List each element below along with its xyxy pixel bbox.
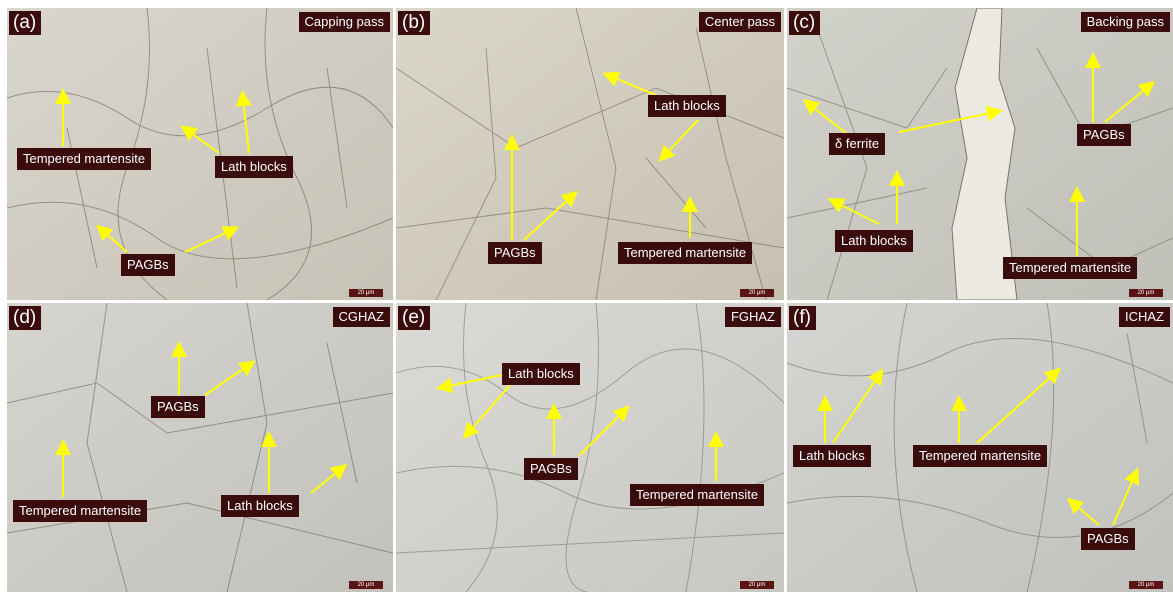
scale-bar: 20 μm [740,289,774,297]
panel-f: (f) ICHAZ Lath blocks Tempered martensit… [787,303,1173,592]
annotation-tempered-martensite: Tempered martensite [1003,257,1138,279]
panel-title: Capping pass [298,12,390,32]
panel-d: (d) CGHAZ PAGBs Tempered martensite Lath… [7,303,393,592]
annotation-tempered-martensite: Tempered martensite [618,242,753,264]
scale-bar: 20 μm [740,581,774,589]
panel-title: CGHAZ [332,307,390,327]
panel-label: (d) [9,306,42,330]
micrograph-d [7,303,393,592]
arrows-f [817,367,1140,526]
annotation-pagbs: PAGBs [488,242,542,264]
panel-title: Backing pass [1080,12,1170,32]
panel-label: (e) [398,306,431,330]
scale-bar: 20 μm [1129,581,1163,589]
annotation-lath-blocks: Lath blocks [835,230,913,252]
panel-title: ICHAZ [1119,307,1170,327]
annotation-tempered-martensite: Tempered martensite [630,484,765,506]
scale-bar: 20 μm [349,581,383,589]
panel-e: (e) FGHAZ Lath blocks PAGBs Tempered mar… [396,303,784,592]
annotation-tempered-martensite: Tempered martensite [913,445,1048,467]
panel-a: (a) Capping pass Tempered martensite Lat… [7,8,393,300]
micrograph-e [396,303,784,592]
scale-bar: 20 μm [349,289,383,297]
panel-label: (b) [398,11,431,35]
annotation-lath-blocks: Lath blocks [221,495,299,517]
annotation-pagbs: PAGBs [1077,124,1131,146]
annotation-pagbs: PAGBs [1081,528,1135,550]
panel-b: (b) Center pass Lath blocks PAGBs Temper… [396,8,784,300]
annotation-tempered-martensite: Tempered martensite [13,500,148,522]
arrows-d [55,341,348,497]
annotation-delta-ferrite: δ ferrite [829,133,886,155]
panel-label: (c) [789,11,821,35]
annotation-lath-blocks: Lath blocks [793,445,871,467]
annotation-pagbs: PAGBs [121,254,175,276]
arrows-a [55,88,252,253]
annotation-lath-blocks: Lath blocks [215,156,293,178]
panel-label: (a) [9,11,42,35]
annotation-lath-blocks: Lath blocks [502,363,580,385]
panel-c: (c) Backing pass δ ferrite PAGBs Lath bl… [787,8,1173,300]
scale-bar: 20 μm [1129,289,1163,297]
panel-title: Center pass [698,12,781,32]
annotation-pagbs: PAGBs [524,458,578,480]
panel-title: FGHAZ [724,307,781,327]
arrows-b [504,71,699,241]
annotation-tempered-martensite: Tempered martensite [17,148,152,170]
arrows-e [436,374,724,481]
annotation-lath-blocks: Lath blocks [648,95,726,117]
annotation-pagbs: PAGBs [151,396,205,418]
panel-label: (f) [789,306,816,330]
arrows-c [802,52,1156,256]
